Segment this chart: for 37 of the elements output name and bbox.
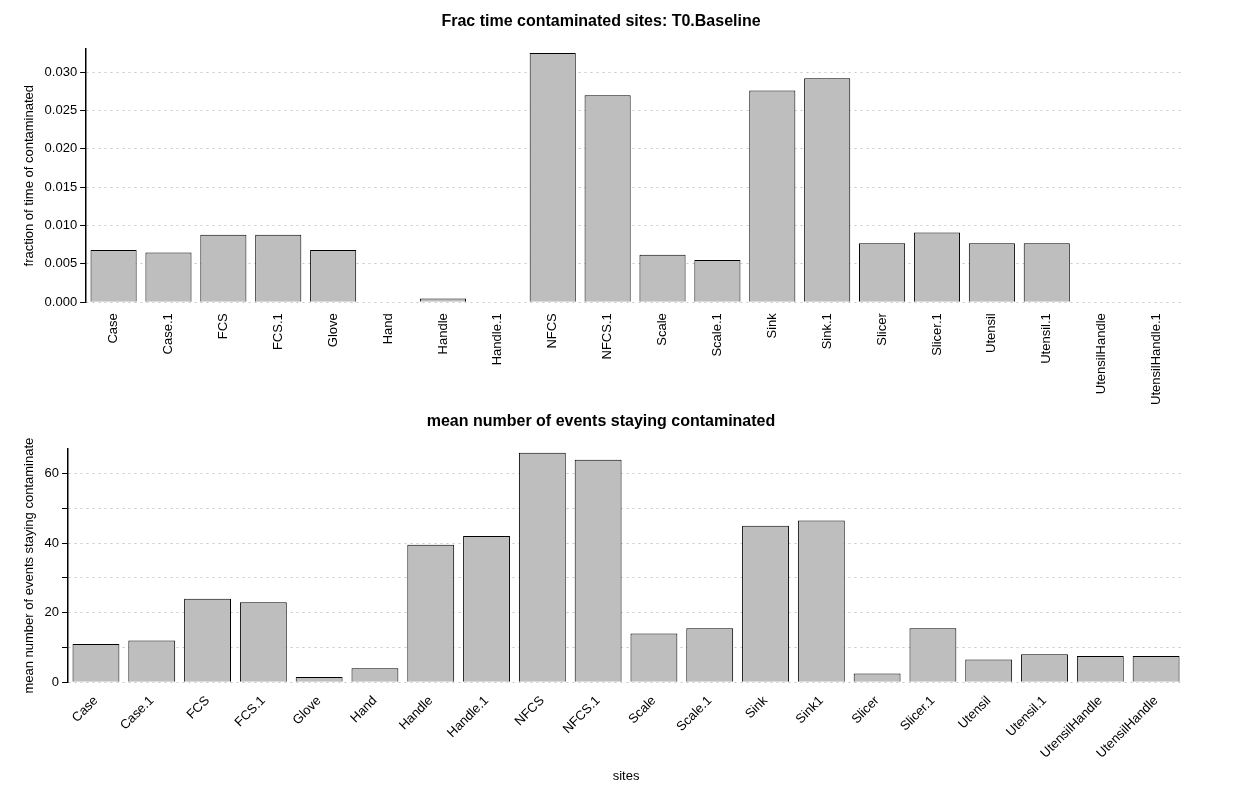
y-tick-label: 0.005: [44, 255, 78, 271]
y-tick-label: 0.020: [44, 140, 78, 156]
y-tick-label: 0.015: [44, 178, 78, 194]
y-tick-label: 0.030: [44, 63, 78, 79]
x-axis-title: sites: [612, 767, 640, 783]
chart-title: mean number of events staying contaminated: [426, 412, 776, 430]
x-tick-label: Sink.1: [818, 313, 834, 350]
y-tick-label: 0.000: [44, 293, 78, 309]
x-tick-label: Hand: [379, 313, 395, 345]
chart-title: Frac time contaminated sites: T0.Baseline: [441, 12, 761, 30]
y-tick-label: 0.010: [44, 217, 78, 233]
x-tick-label: Scale.1: [708, 313, 724, 357]
x-tick-label: Slicer.1: [928, 313, 944, 356]
x-tick-label: Handle: [434, 313, 450, 355]
x-tick-label: Slicer: [873, 312, 889, 346]
x-tick-label: UtensilHandle: [1093, 313, 1109, 395]
y-tick-label: 0: [51, 673, 60, 689]
x-tick-label: Scale: [654, 313, 670, 346]
x-tick-label: FCS.1: [269, 313, 285, 351]
x-tick-label: Sink: [763, 312, 779, 339]
x-tick-label: Case: [105, 313, 121, 344]
x-tick-label: Case.1: [160, 313, 176, 355]
y-axis-title: fraction of time of contaminated: [21, 85, 37, 267]
y-tick-label: 0.025: [44, 102, 78, 118]
x-tick-label: Utensil: [983, 313, 999, 353]
y-tick-label: 20: [44, 604, 60, 620]
x-tick-label: NFCS: [544, 312, 560, 349]
y-axis-title: mean number of events staying contaminate: [21, 437, 37, 694]
x-tick-label: Handle.1: [489, 313, 505, 366]
x-tick-label: Glove: [324, 313, 340, 348]
y-tick-label: 40: [44, 534, 60, 550]
x-tick-label: FCS: [214, 312, 230, 340]
x-tick-label: NFCS.1: [599, 313, 615, 360]
x-tick-label: Utensil.1: [1038, 313, 1054, 364]
x-tick-label: Sink: [741, 692, 771, 722]
y-tick-label: 60: [44, 465, 60, 481]
x-tick-label: UtensilHandle.1: [1148, 313, 1164, 406]
